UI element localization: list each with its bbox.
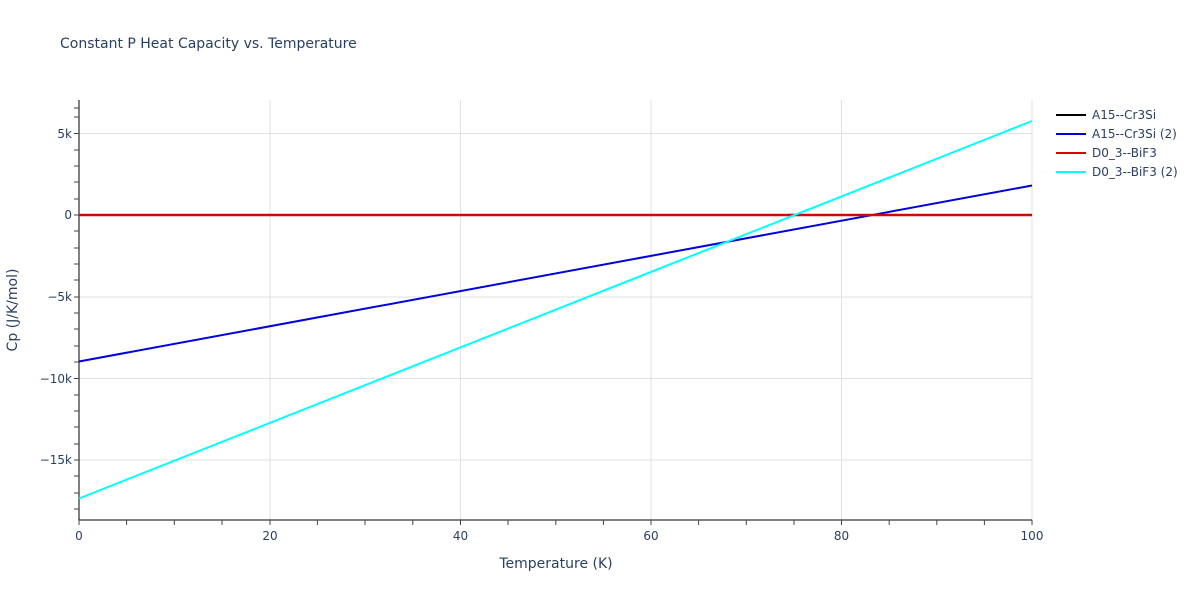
- x-gridlines: [269, 100, 1033, 520]
- chart-title: Constant P Heat Capacity vs. Temperature: [60, 36, 357, 52]
- y-axis-title: Cp (J/K/mol): [5, 269, 21, 352]
- legend-line-icon: [1056, 113, 1086, 116]
- x-tick-label: 0: [75, 529, 83, 543]
- series-d03-bif3-2: [78, 120, 1033, 500]
- legend-label: A15--Cr3Si: [1092, 107, 1157, 122]
- x-tick-label: 60: [643, 529, 658, 543]
- legend-item-a15-cr3si[interactable]: A15--Cr3Si: [1056, 105, 1178, 124]
- y-tick-label: 0: [64, 208, 72, 222]
- legend-line-icon: [1056, 151, 1086, 154]
- y-gridlines: [79, 133, 1032, 461]
- x-axis-title: Temperature (K): [498, 556, 612, 572]
- legend-line-icon: [1056, 170, 1086, 173]
- y-tick-label: −15k: [40, 453, 72, 467]
- legend-label: D0_3--BiF3 (2): [1092, 164, 1178, 179]
- x-tick-label: 80: [834, 529, 849, 543]
- legend-line-icon: [1056, 132, 1086, 135]
- legend-label: A15--Cr3Si (2): [1092, 126, 1177, 141]
- y-tick-label: −10k: [40, 372, 72, 386]
- x-tick-label: 100: [1021, 529, 1044, 543]
- x-tick-label: 20: [262, 529, 277, 543]
- legend-label: D0_3--BiF3: [1092, 145, 1157, 160]
- legend-item-d03-bif3[interactable]: D0_3--BiF3: [1056, 143, 1178, 162]
- y-tick-label: −5k: [47, 290, 72, 304]
- legend: A15--Cr3Si A15--Cr3Si (2) D0_3--BiF3 D0_…: [1056, 105, 1178, 181]
- legend-item-d03-bif3-2[interactable]: D0_3--BiF3 (2): [1056, 162, 1178, 181]
- x-axis-ticks: [78, 520, 1033, 525]
- x-tick-label: 40: [453, 529, 468, 543]
- y-tick-label: 5k: [57, 127, 72, 141]
- y-axis-ticks: [74, 107, 79, 510]
- legend-item-a15-cr3si-2[interactable]: A15--Cr3Si (2): [1056, 124, 1178, 143]
- series-a15-cr3si-2: [78, 184, 1033, 363]
